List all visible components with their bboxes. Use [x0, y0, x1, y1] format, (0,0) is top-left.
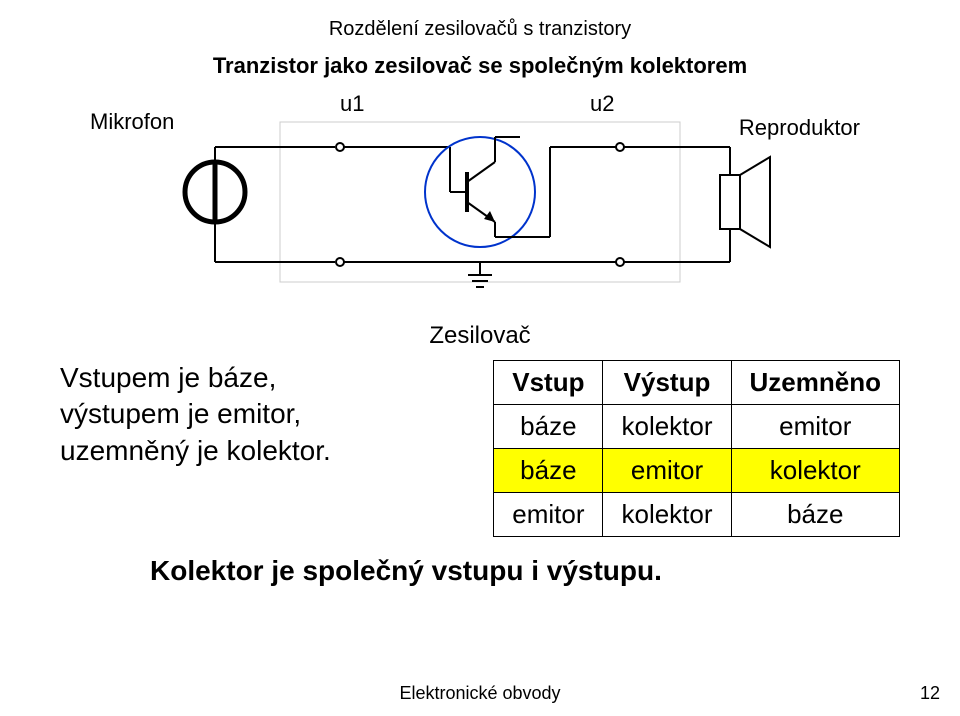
description-text: Vstupem je báze, výstupem je emitor, uze…: [60, 360, 420, 469]
table-cell: báze: [494, 449, 603, 493]
mikrofon-label: Mikrofon: [90, 109, 174, 135]
footer-page-number: 12: [920, 683, 940, 704]
desc-line-3: uzemněný je kolektor.: [60, 433, 420, 469]
u1-label: u1: [340, 91, 364, 117]
content-row: Vstupem je báze, výstupem je emitor, uze…: [0, 350, 960, 537]
table-header-row: Vstup Výstup Uzemněno: [494, 361, 900, 405]
th-vystup: Výstup: [603, 361, 731, 405]
th-vstup: Vstup: [494, 361, 603, 405]
circuit-svg: [160, 97, 800, 307]
page-subtitle: Tranzistor jako zesilovač se společným k…: [0, 53, 960, 79]
u2-label: u2: [590, 91, 614, 117]
table-cell: kolektor: [603, 405, 731, 449]
table-row: báze emitor kolektor: [494, 449, 900, 493]
io-table: Vstup Výstup Uzemněno báze kolektor emit…: [493, 360, 900, 537]
table-cell: emitor: [494, 493, 603, 537]
table-row: báze kolektor emitor: [494, 405, 900, 449]
table-cell: kolektor: [731, 449, 899, 493]
table-cell: emitor: [731, 405, 899, 449]
desc-line-2: výstupem je emitor,: [60, 396, 420, 432]
th-uzemneno: Uzemněno: [731, 361, 899, 405]
table-cell: báze: [494, 405, 603, 449]
table-cell: báze: [731, 493, 899, 537]
zesilovac-label: Zesilovač: [0, 322, 960, 350]
reproduktor-label: Reproduktor: [739, 115, 860, 141]
circuit-diagram: Mikrofon u1 u2 Reproduktor: [160, 97, 800, 312]
table-row: emitor kolektor báze: [494, 493, 900, 537]
page-header: Rozdělení zesilovačů s tranzistory: [0, 0, 960, 41]
page-footer: Elektronické obvody 12: [0, 683, 960, 704]
conclusion-text: Kolektor je společný vstupu i výstupu.: [0, 555, 960, 587]
desc-line-1: Vstupem je báze,: [60, 360, 420, 396]
table-cell: kolektor: [603, 493, 731, 537]
table-cell: emitor: [603, 449, 731, 493]
footer-title: Elektronické obvody: [0, 683, 960, 704]
